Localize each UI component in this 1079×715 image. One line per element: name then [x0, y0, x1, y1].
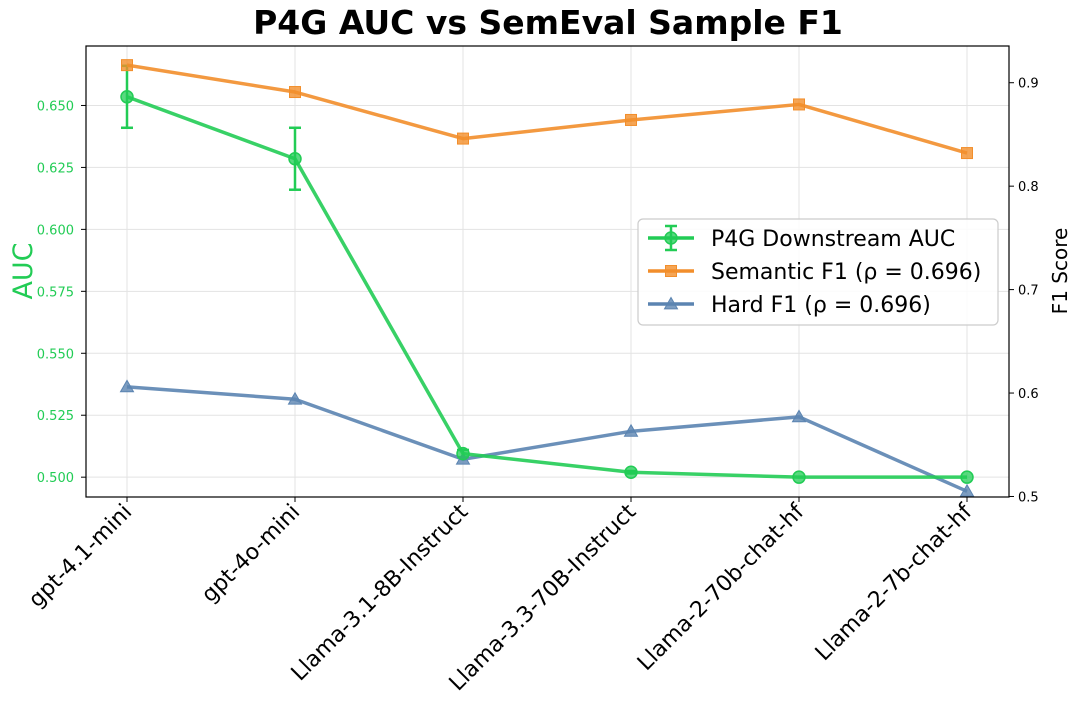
right-tick-label: 0.8 — [1018, 180, 1039, 195]
legend-label: Hard F1 (ρ = 0.696) — [711, 293, 931, 318]
data-point — [793, 98, 805, 111]
right-tick-label: 0.9 — [1018, 77, 1039, 92]
data-point — [457, 132, 469, 145]
data-point — [791, 409, 807, 423]
legend-marker — [664, 231, 678, 245]
legend-marker — [663, 296, 679, 310]
data-point — [961, 147, 973, 160]
data-point — [624, 465, 638, 479]
legend-box — [637, 218, 999, 326]
data-point — [625, 113, 637, 126]
x-tick-label: Llama-3.3-70B-Instruct — [445, 499, 642, 696]
data-point — [792, 470, 806, 484]
data-point — [960, 470, 974, 484]
left-tick-label: 0.625 — [37, 161, 74, 176]
plot-frame — [85, 45, 1010, 498]
right-axis-label: F1 Score — [1048, 228, 1072, 315]
data-point — [959, 483, 975, 497]
left-tick-label: 0.650 — [37, 99, 74, 114]
series-square — [121, 59, 973, 160]
x-axis-ticks: gpt-4.1-mini gpt-4o-miniLlama-3.1-8B-Inst… — [24, 497, 978, 696]
left-tick-label: 0.500 — [37, 471, 74, 486]
left-tick-label: 0.525 — [37, 409, 74, 424]
series-line — [126, 63, 968, 155]
legend-marker — [665, 265, 677, 277]
right-tick-label: 0.7 — [1018, 284, 1039, 299]
legend: P4G Downstream AUC Semantic F1 (ρ = 0.696… — [637, 218, 999, 326]
series-line — [126, 95, 967, 479]
data-point — [456, 446, 470, 461]
x-tick-label: Llama-2-70b-chat-hf — [633, 499, 810, 676]
right-tick-label: 0.5 — [1018, 490, 1039, 505]
x-tick-label: Llama-3.1-8B-Instruct — [287, 499, 474, 686]
right-tick-label: 0.6 — [1018, 387, 1039, 402]
left-tick-label: 0.600 — [37, 223, 74, 238]
chart-title: P4G AUC vs SemEval Sample F1 — [253, 3, 843, 42]
legend-label: Semantic F1 (ρ = 0.696) — [711, 260, 981, 285]
series-circle — [120, 90, 974, 484]
series-line — [126, 385, 968, 493]
data-point — [119, 379, 135, 393]
legend-label: P4G Downstream AUC — [711, 227, 955, 252]
left-tick-label: 0.575 — [37, 285, 74, 300]
data-point — [120, 90, 134, 104]
left-tick-label: 0.550 — [37, 347, 74, 362]
x-tick-label: gpt-4o-mini — [197, 500, 305, 608]
data-point — [288, 152, 302, 166]
data-point — [289, 86, 301, 99]
data-point — [121, 59, 133, 72]
x-tick-label: Llama-2-7b-chat-hf — [811, 499, 978, 666]
series-lines — [119, 59, 975, 497]
data-point — [287, 391, 303, 405]
left-axis-label: AUC — [8, 242, 39, 299]
data-point — [623, 423, 639, 437]
right-axis-ticks: 0.5 0.6 0.7 0.8 0.9 — [1009, 77, 1039, 505]
left-axis-ticks: 0.500 0.525 0.550 0.575 0.600 0.625 0.650 — [37, 99, 86, 486]
x-tick-label: gpt-4.1-mini — [24, 500, 137, 613]
